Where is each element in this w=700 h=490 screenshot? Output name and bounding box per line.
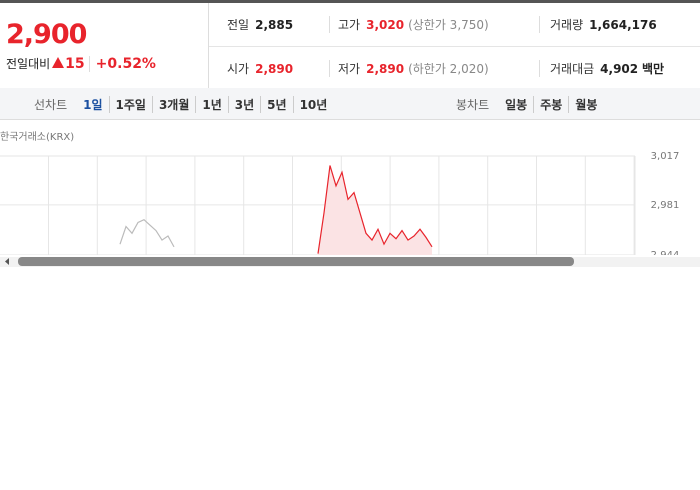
stat-note: (상한가 3,750)	[408, 18, 489, 32]
stat-label: 고가	[338, 18, 361, 32]
tab[interactable]: 주봉	[533, 96, 568, 113]
stat-note: (하한가 2,020)	[408, 62, 489, 76]
tab[interactable]: 1년	[195, 96, 227, 113]
up-icon	[52, 57, 65, 68]
area	[318, 165, 432, 255]
tab-bar: 선차트 1일 1주일 3개월 1년 3년 5년 10년 봉차트 일봉 주봉 월봉	[0, 88, 700, 120]
change-rate: +0.52%	[88, 56, 156, 72]
y-tick-label: 2,944	[651, 250, 680, 261]
tab[interactable]: 1주일	[108, 96, 152, 113]
stat-value: 2,885	[255, 18, 294, 32]
stat-value: 2,890	[255, 62, 294, 76]
change-value: 15	[65, 56, 85, 72]
tab[interactable]: 월봉	[568, 96, 603, 113]
chart: 한국거래소(KRX) 3,017 2,981 2,944	[0, 131, 700, 267]
scroll-arrow[interactable]	[5, 258, 9, 265]
y-tick-label: 2,981	[651, 200, 680, 211]
stat-label: 전일	[227, 18, 250, 32]
stat-label: 시가	[227, 62, 250, 76]
line	[119, 219, 175, 248]
quote-panel: 2,900 전일대비 15 +0.52%	[0, 3, 209, 88]
stat-unit: 백만	[641, 62, 665, 76]
stat-label: 거래대금	[550, 62, 595, 76]
stat: 거래대금 4,902 백만	[539, 60, 664, 77]
tab[interactable]: 1일	[83, 98, 103, 112]
stats: 전일 2,885 고가 3,020 (상한가 3,750) 거래량 1,664,176 …	[209, 3, 700, 89]
stat-value: 1,664,176	[589, 18, 657, 32]
line	[317, 165, 433, 254]
plot: 3,017 2,981 2,944	[0, 151, 680, 261]
tab[interactable]: 10년	[292, 96, 334, 113]
y-tick-label: 3,017	[651, 151, 680, 162]
tab[interactable]: 3개월	[151, 96, 195, 113]
price: 2,900	[6, 19, 87, 50]
chart-source: 한국거래소(KRX)	[0, 131, 74, 143]
stats-row: 시가 2,890 저가 2,890 (하한가 2,020) 거래대금 4,902 백만	[209, 46, 700, 89]
stat: 거래량 1,664,176	[539, 16, 657, 33]
stat-label: 거래량	[550, 18, 584, 32]
line-tabs: 선차트 1일 1주일 3개월 1년 3년 5년 10년	[34, 96, 333, 113]
tab[interactable]: 5년	[260, 96, 292, 113]
candle-tabs: 봉차트 일봉 주봉 월봉	[456, 96, 603, 113]
stat: 저가 2,890 (하한가 2,020)	[329, 60, 489, 77]
stat-value: 2,890	[366, 62, 405, 76]
tab[interactable]: 3년	[227, 96, 260, 113]
tab-group-label: 봉차트	[456, 98, 490, 112]
stat: 고가 3,020 (상한가 3,750)	[329, 16, 489, 33]
tab[interactable]: 일봉	[505, 98, 528, 112]
scroll-thumb[interactable]	[18, 257, 574, 266]
stat-value: 4,902	[600, 62, 639, 76]
change-label: 전일대비	[6, 57, 51, 71]
stat: 전일 2,885	[227, 16, 293, 33]
stat-label: 저가	[338, 62, 361, 76]
stat: 시가 2,890	[227, 60, 293, 77]
tab-group-label: 선차트	[34, 98, 68, 112]
stats-row: 전일 2,885 고가 3,020 (상한가 3,750) 거래량 1,664,176	[209, 3, 700, 45]
stat-value: 3,020	[366, 18, 405, 32]
top-bar	[0, 0, 700, 3]
change: 전일대비 15 +0.52%	[6, 55, 156, 72]
